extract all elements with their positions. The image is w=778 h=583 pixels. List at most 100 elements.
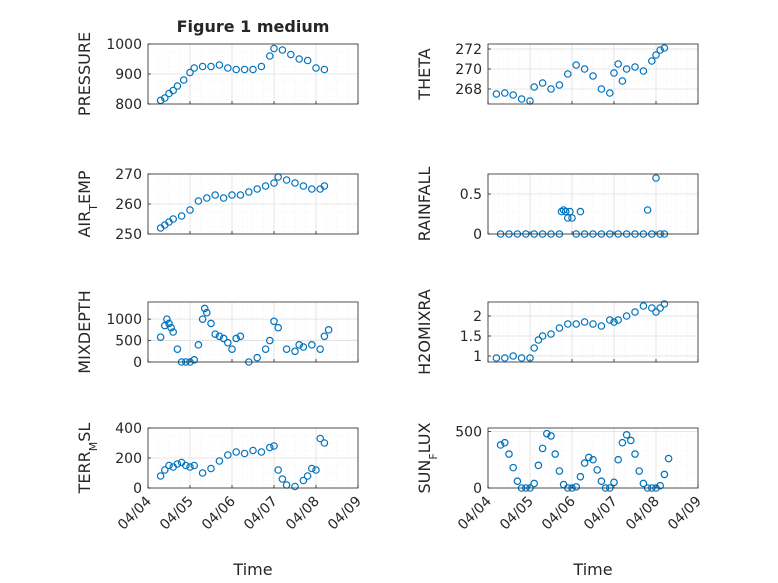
data-point xyxy=(593,466,602,474)
data-point xyxy=(622,430,631,439)
data-point xyxy=(312,466,320,474)
data-point xyxy=(198,62,207,71)
data-point xyxy=(517,354,526,362)
data-point xyxy=(307,341,316,349)
y-axis-label-main: SUN xyxy=(415,460,434,494)
data-point xyxy=(169,215,178,223)
data-point xyxy=(589,455,597,464)
data-point xyxy=(652,174,660,182)
y-tick-label: 1.5 xyxy=(460,329,482,345)
data-point xyxy=(161,466,169,474)
data-point xyxy=(652,308,660,316)
data-point xyxy=(589,320,597,328)
data-point xyxy=(500,89,509,97)
data-point xyxy=(236,332,245,341)
data-point xyxy=(509,91,518,99)
data-point xyxy=(291,347,299,356)
data-point xyxy=(534,336,543,344)
y-axis-label-subscript: T xyxy=(87,204,100,212)
data-point xyxy=(215,61,224,69)
data-point xyxy=(572,320,581,328)
data-point xyxy=(165,319,173,328)
data-point xyxy=(500,438,509,447)
data-point xyxy=(538,332,547,340)
y-tick-label: 1000 xyxy=(106,37,142,53)
data-point xyxy=(622,312,631,320)
data-point xyxy=(505,450,513,458)
data-point xyxy=(597,322,606,330)
data-point xyxy=(291,179,299,187)
y-tick-label: 0 xyxy=(473,481,482,497)
data-point xyxy=(274,466,283,474)
chart-title: Figure 1 medium xyxy=(177,17,330,36)
y-axis-label-rest: SL xyxy=(75,423,94,442)
data-point xyxy=(580,65,589,73)
data-point xyxy=(224,64,232,72)
data-point xyxy=(211,330,220,338)
data-point xyxy=(492,354,501,362)
y-tick-label: 0.5 xyxy=(460,187,482,203)
data-point xyxy=(257,448,266,456)
data-point xyxy=(320,332,329,341)
data-point xyxy=(643,206,652,214)
data-point xyxy=(303,56,312,65)
data-point xyxy=(219,334,228,343)
data-point xyxy=(156,472,165,480)
y-tick-label: 500 xyxy=(115,334,142,350)
data-point xyxy=(496,441,505,449)
y-axis-label-rest: LUX xyxy=(415,422,434,453)
data-point xyxy=(605,89,614,97)
data-point xyxy=(240,65,249,74)
data-point xyxy=(568,214,576,222)
data-point xyxy=(270,179,278,187)
data-point xyxy=(203,308,211,317)
data-point xyxy=(295,55,304,63)
data-point xyxy=(639,479,648,488)
data-point xyxy=(656,481,665,490)
data-point xyxy=(240,449,249,458)
data-point xyxy=(639,67,648,75)
data-point xyxy=(307,185,316,193)
data-point xyxy=(647,304,656,312)
data-point xyxy=(182,461,190,470)
data-point xyxy=(270,44,278,53)
data-point xyxy=(534,461,543,470)
data-point xyxy=(631,63,639,71)
data-point xyxy=(610,318,618,326)
axes-box xyxy=(487,301,699,363)
y-axis-label-main: TERR xyxy=(75,451,94,494)
data-point xyxy=(580,318,589,326)
y-axis-label: MIXDEPTH xyxy=(75,290,94,373)
data-point xyxy=(584,453,593,462)
data-point xyxy=(517,95,526,103)
data-point xyxy=(324,326,333,334)
data-point xyxy=(664,454,673,463)
data-point xyxy=(660,44,669,52)
data-point xyxy=(207,464,215,473)
data-point xyxy=(167,323,175,332)
subplot-air_temp: 250 260 270 AIRTEMP xyxy=(75,167,359,243)
y-axis-label-main: AIR xyxy=(75,211,94,238)
y-axis-label: THETA xyxy=(415,48,434,100)
data-point xyxy=(547,432,555,440)
data-point xyxy=(513,477,522,486)
y-tick-label: 270 xyxy=(455,62,482,78)
data-point xyxy=(194,341,203,349)
data-point xyxy=(551,450,560,458)
data-point xyxy=(618,438,627,447)
data-point xyxy=(232,65,241,74)
data-point xyxy=(207,62,215,71)
data-point xyxy=(555,324,564,332)
data-point xyxy=(286,50,295,59)
data-point xyxy=(219,194,228,202)
data-point xyxy=(530,479,539,488)
data-point xyxy=(576,472,585,481)
data-point xyxy=(261,345,270,353)
data-point xyxy=(299,182,308,190)
data-point xyxy=(257,62,266,71)
y-tick-label: 200 xyxy=(115,451,142,467)
data-point xyxy=(631,450,639,458)
data-point xyxy=(179,76,188,84)
